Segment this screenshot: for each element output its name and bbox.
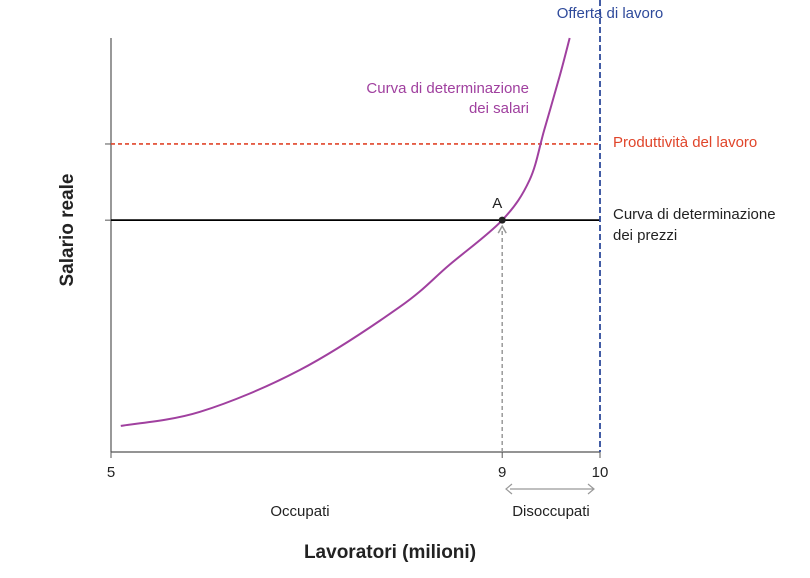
line-label: Produttività del lavoro (613, 134, 757, 151)
arrow-heads (505, 483, 595, 495)
x-tick-label: 9 (498, 464, 506, 481)
curve-label: Curva di determinazione (366, 80, 529, 97)
point (498, 216, 506, 224)
point-label: A (492, 195, 502, 212)
arrow-head (497, 224, 507, 234)
curve (120, 37, 571, 427)
x-axis-label: Lavoratori (milioni) (304, 542, 476, 563)
curve-label: dei salari (469, 100, 529, 117)
region-label: Occupati (270, 503, 329, 520)
x-tick-label: 5 (107, 464, 115, 481)
region-label: Disoccupati (512, 503, 590, 520)
line-label: Curva di determinazione (613, 206, 776, 223)
line-label: dei prezzi (613, 227, 677, 244)
x-tick-label: 10 (592, 464, 609, 481)
line-label: Offerta di lavoro (557, 5, 663, 22)
y-axis-label: Salario reale (57, 173, 78, 286)
